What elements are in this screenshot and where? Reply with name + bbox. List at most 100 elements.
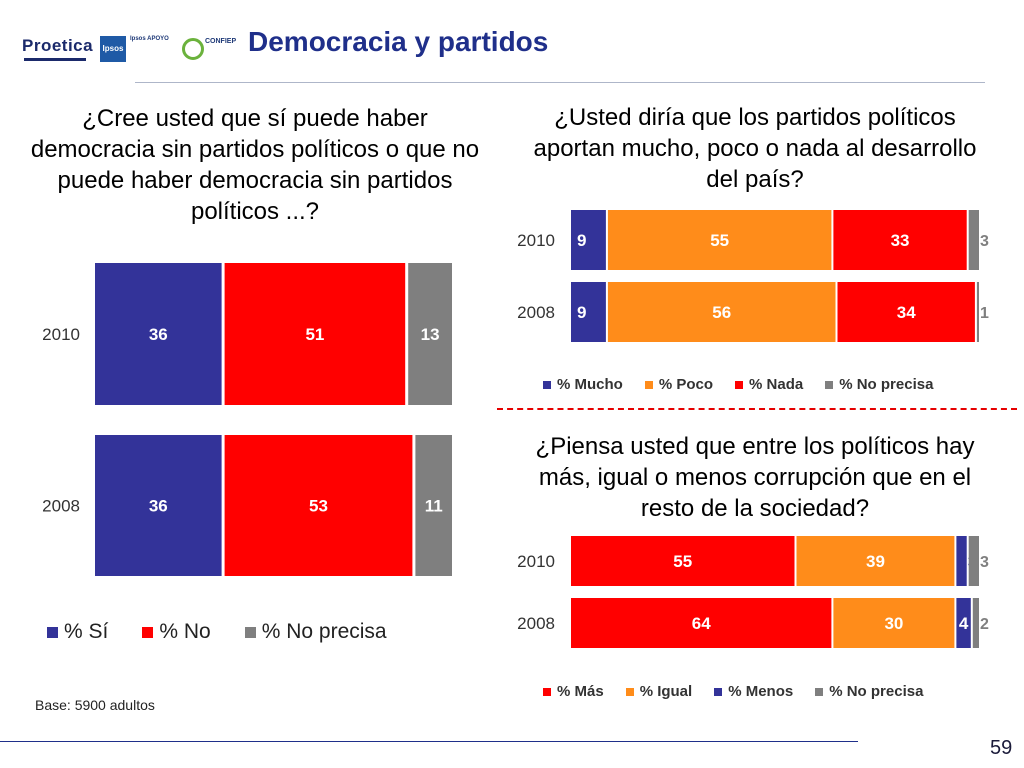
dashed-divider bbox=[497, 408, 1017, 410]
category-label-2010: 2010 bbox=[42, 325, 80, 344]
category-label-2008: 2008 bbox=[42, 497, 80, 516]
legend-swatch bbox=[825, 381, 834, 390]
data-label-2010-2: 33 bbox=[891, 231, 910, 250]
apoyo-logo: Ipsos APOYO bbox=[130, 36, 169, 42]
bar-2008-igual bbox=[833, 598, 955, 648]
data-label-2008-3: 2 bbox=[980, 616, 989, 633]
bar-2008-no-precisa bbox=[415, 435, 452, 576]
legend-item-0: % Sí bbox=[47, 620, 108, 644]
data-label-2010-1: 39 bbox=[866, 552, 885, 571]
legend-label: % Sí bbox=[64, 620, 109, 643]
legend-corruption: % Más % Igual % Menos % No precisa bbox=[543, 683, 945, 700]
ipsos-logo: Ipsos bbox=[100, 36, 126, 62]
legend-label: % No bbox=[159, 620, 211, 643]
page-title: Democracia y partidos bbox=[248, 26, 549, 57]
legend-label: % No precisa bbox=[261, 620, 387, 643]
legend-swatch bbox=[142, 626, 154, 638]
legend-label: % No precisa bbox=[839, 376, 934, 393]
legend-label: % Mucho bbox=[557, 376, 623, 393]
bar-2008-poco bbox=[607, 282, 836, 342]
base-note: Base: 5900 adultos bbox=[35, 697, 155, 713]
legend-swatch bbox=[543, 688, 551, 697]
bar-2010-nada bbox=[833, 210, 967, 270]
legend-swatch bbox=[735, 381, 744, 390]
bar-2010-no bbox=[224, 263, 406, 405]
bar-2010-más bbox=[571, 536, 795, 586]
legend-item-2: % Menos bbox=[714, 683, 793, 700]
bar-2010-igual bbox=[796, 536, 955, 586]
bar-2008-no-precisa bbox=[972, 598, 979, 648]
category-label-2008: 2008 bbox=[517, 303, 555, 322]
data-label-2010-0: 9 bbox=[577, 231, 586, 250]
bar-2010-no-precisa bbox=[968, 536, 979, 586]
category-label-2010: 2010 bbox=[517, 552, 555, 571]
category-label-2010: 2010 bbox=[517, 231, 555, 250]
bar-2008-mucho bbox=[571, 282, 606, 342]
legend-swatch bbox=[815, 688, 824, 697]
title-divider bbox=[135, 82, 985, 83]
data-label-2010-1: 51 bbox=[305, 325, 324, 344]
page-number: 59 bbox=[990, 737, 1013, 759]
bar-2010-menos bbox=[956, 536, 967, 586]
data-label-2008-0: 9 bbox=[577, 303, 586, 322]
legend-label: % Poco bbox=[658, 376, 714, 393]
data-label-2008-1: 53 bbox=[309, 497, 328, 516]
data-label-2008-3: 1 bbox=[980, 305, 989, 322]
confiep-logo-icon bbox=[182, 38, 204, 60]
legend-item-0: % Más bbox=[543, 683, 604, 700]
data-label-2010-1: 55 bbox=[710, 231, 729, 250]
legend-item-2: % No precisa bbox=[244, 620, 387, 644]
bar-2008-nada bbox=[837, 282, 975, 342]
legend-party-contribution: % Mucho % Poco % Nada % No precisa bbox=[543, 376, 955, 393]
legend-swatch bbox=[244, 626, 256, 638]
data-label-2008-0: 36 bbox=[149, 497, 168, 516]
data-label-2010-3: 3 bbox=[980, 233, 989, 250]
confiep-logo: CONFIEP bbox=[205, 38, 237, 45]
bar-2008-no bbox=[224, 435, 413, 576]
legend-item-1: % Poco bbox=[644, 376, 714, 393]
data-label-2008-1: 30 bbox=[884, 614, 903, 633]
bar-2008-más bbox=[571, 598, 832, 648]
legend-item-0: % Mucho bbox=[543, 376, 623, 393]
legend-label: % Menos bbox=[728, 683, 794, 700]
data-label-2010-0: 55 bbox=[673, 552, 692, 571]
data-label-2008-2: 11 bbox=[425, 497, 443, 516]
legend-swatch bbox=[644, 381, 653, 390]
legend-label: % Más bbox=[557, 683, 604, 700]
bar-2010-mucho bbox=[571, 210, 606, 270]
question-corruption: ¿Piensa usted que entre los políticos ha… bbox=[535, 433, 975, 522]
data-label-2008-2: 34 bbox=[897, 303, 916, 322]
data-label-2010-3: 3 bbox=[980, 554, 989, 571]
footer-divider bbox=[0, 741, 858, 742]
legend-label: % Igual bbox=[639, 683, 693, 700]
legend-item-2: % Nada bbox=[735, 376, 803, 393]
data-label-2008-1: 56 bbox=[712, 303, 731, 322]
bar-2010-sí bbox=[95, 263, 222, 405]
legend-swatch bbox=[714, 688, 723, 697]
legend-item-3: % No precisa bbox=[815, 683, 923, 700]
bar-2010-no-precisa bbox=[408, 263, 452, 405]
chart-corruption: 20105539332008643042 bbox=[517, 536, 989, 648]
data-label-2010-0: 36 bbox=[149, 325, 168, 344]
data-label-2008-2: 4 bbox=[959, 614, 969, 633]
logo-area: Proetica Ipsos Ipsos APOYO CONFIEP bbox=[22, 30, 242, 74]
proetica-logo-underline bbox=[24, 58, 86, 61]
proetica-logo: Proetica bbox=[22, 36, 94, 55]
data-label-2010-2: 13 bbox=[421, 325, 440, 344]
question-democracy: ¿Cree usted que sí puede haber democraci… bbox=[30, 105, 480, 225]
legend-swatch bbox=[625, 688, 634, 697]
legend-label: % No precisa bbox=[829, 683, 924, 700]
bar-2008-no-precisa bbox=[976, 282, 979, 342]
bar-2008-sí bbox=[95, 435, 222, 576]
chart-democracy: 2010 36 51 13 2008 36 53 11 bbox=[42, 263, 452, 576]
legend-item-3: % No precisa bbox=[825, 376, 933, 393]
legend-label: % Nada bbox=[749, 376, 804, 393]
legend-swatch bbox=[47, 626, 58, 638]
legend-item-1: % Igual bbox=[625, 683, 693, 700]
data-label-2008-0: 64 bbox=[692, 614, 711, 633]
bar-2010-no-precisa bbox=[968, 210, 979, 270]
legend-item-1: % No bbox=[142, 620, 211, 644]
bar-2010-poco bbox=[607, 210, 832, 270]
bar-2008-menos bbox=[956, 598, 971, 648]
